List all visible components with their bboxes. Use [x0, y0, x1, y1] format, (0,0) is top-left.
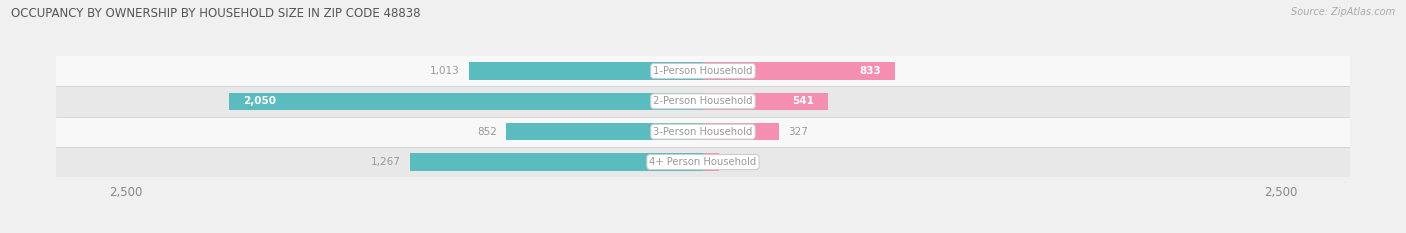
Bar: [0, 56, 1406, 86]
Text: 833: 833: [860, 66, 882, 76]
Text: 327: 327: [787, 127, 807, 137]
Bar: [0, 116, 1406, 147]
Bar: [229, 93, 703, 110]
Text: 2-Person Household: 2-Person Household: [654, 96, 752, 106]
Bar: [506, 123, 703, 140]
Bar: [411, 153, 703, 171]
Text: 1-Person Household: 1-Person Household: [654, 66, 752, 76]
Bar: [703, 93, 828, 110]
Bar: [470, 62, 703, 80]
Text: 4+ Person Household: 4+ Person Household: [650, 157, 756, 167]
Bar: [0, 147, 1406, 177]
Bar: [0, 86, 1406, 116]
Text: 852: 852: [477, 127, 496, 137]
Text: 1,267: 1,267: [371, 157, 401, 167]
Bar: [703, 153, 720, 171]
Text: 71: 71: [728, 157, 742, 167]
Text: 2,050: 2,050: [243, 96, 277, 106]
Text: OCCUPANCY BY OWNERSHIP BY HOUSEHOLD SIZE IN ZIP CODE 48838: OCCUPANCY BY OWNERSHIP BY HOUSEHOLD SIZE…: [11, 7, 420, 20]
Bar: [703, 62, 896, 80]
Text: 1,013: 1,013: [430, 66, 460, 76]
Text: 3-Person Household: 3-Person Household: [654, 127, 752, 137]
Text: 541: 541: [792, 96, 814, 106]
Bar: [703, 123, 779, 140]
Text: Source: ZipAtlas.com: Source: ZipAtlas.com: [1291, 7, 1395, 17]
